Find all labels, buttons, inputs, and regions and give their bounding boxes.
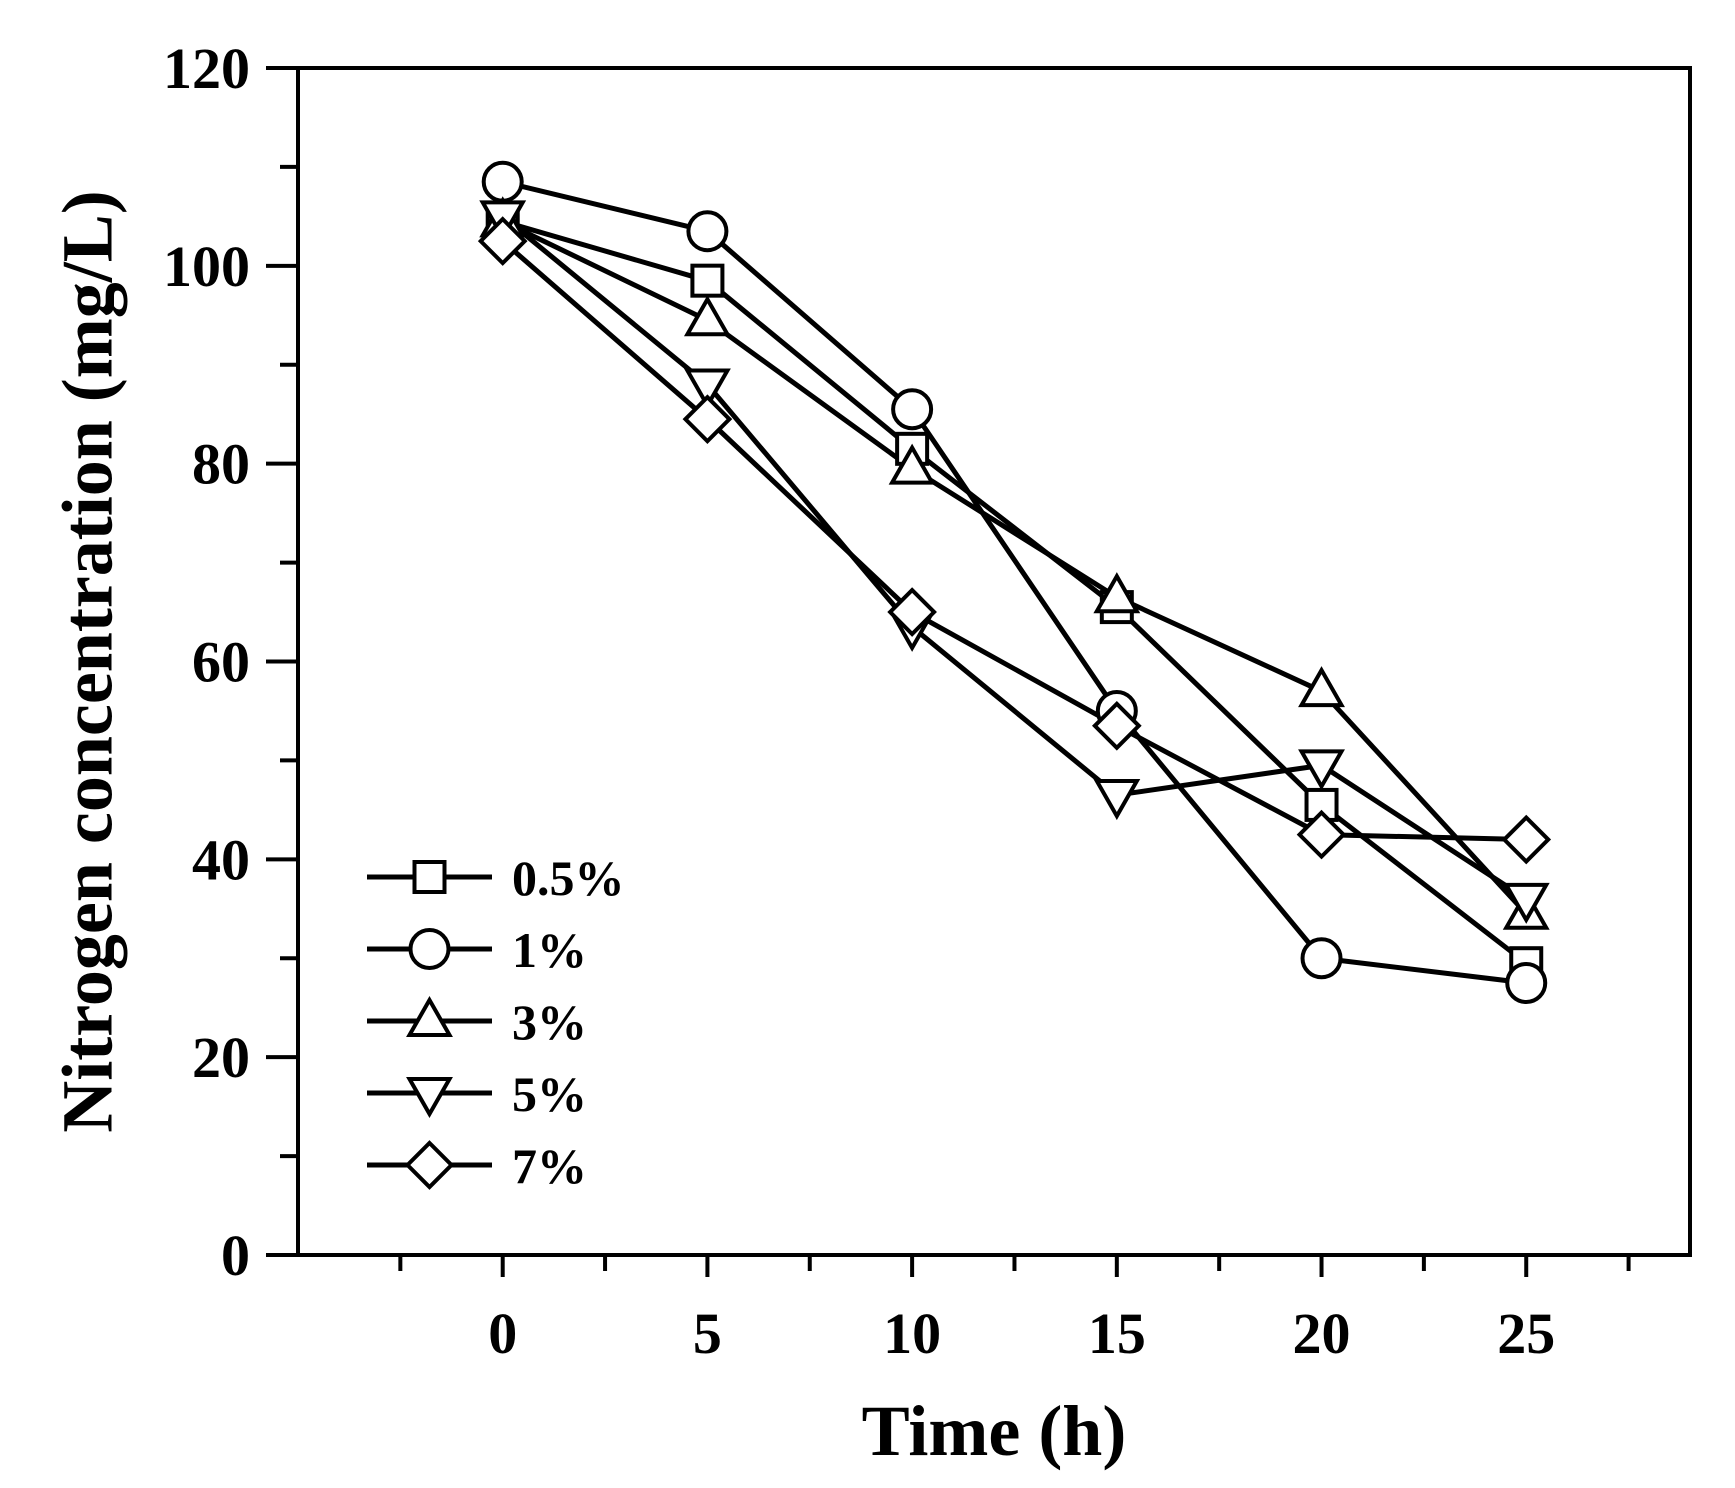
data-point-triangle-up: [683, 295, 731, 337]
y-tick-label: 60: [192, 630, 250, 695]
legend-marker-triangle-up: [406, 995, 453, 1037]
data-point-triangle-down: [683, 368, 731, 410]
y-tick-label: 20: [192, 1025, 250, 1090]
legend-label: 0.5%: [512, 850, 625, 906]
data-point-circle: [686, 210, 729, 253]
y-tick-label: 100: [163, 234, 250, 299]
data-point-triangle-down: [1502, 882, 1550, 924]
data-point-diamond: [682, 394, 733, 444]
y-axis-title: Nitrogen concentration (mg/L): [48, 190, 128, 1133]
x-tick-label: 15: [1088, 1301, 1146, 1366]
axis-ticks: 0 20 40 60 80 100 120 0 5 10 15 20 25: [163, 36, 1631, 1366]
data-point-diamond: [1091, 700, 1142, 751]
x-tick-label: 0: [488, 1301, 517, 1366]
x-tick-label: 10: [883, 1301, 941, 1366]
data-point-diamond: [1501, 814, 1552, 865]
data-point-circle: [1505, 961, 1548, 1004]
data-point-triangle-down: [1093, 779, 1141, 821]
legend-label: 1%: [512, 922, 587, 978]
y-tick-label: 80: [192, 432, 250, 497]
y-tick-label: 120: [163, 36, 250, 101]
data-point-triangle-down: [1298, 749, 1345, 791]
series-line-triangle-down: [501, 214, 1528, 901]
data-point-diamond: [887, 587, 937, 637]
data-point-diamond: [477, 216, 528, 266]
data-point-circle: [1300, 937, 1343, 980]
legend-marker-diamond: [404, 1140, 455, 1190]
data-point-circle: [481, 160, 524, 203]
x-tick-label: 25: [1497, 1301, 1555, 1366]
series-line-circle: [502, 179, 1527, 986]
series-lines: [501, 179, 1529, 986]
legend: 0.5% 1% 3% 5% 7%: [367, 850, 625, 1194]
x-axis-title: Time (h): [862, 1391, 1127, 1471]
legend-label: 5%: [512, 1066, 587, 1122]
series-markers: [477, 160, 1552, 1004]
data-point-square: [690, 263, 725, 298]
legend-marker-circle: [408, 928, 451, 970]
data-point-triangle-up: [1298, 666, 1345, 708]
series-line-diamond: [501, 239, 1527, 843]
data-point-triangle-up: [888, 443, 936, 485]
x-tick-label: 20: [1293, 1301, 1351, 1366]
data-point-triangle-up: [1093, 572, 1141, 614]
data-point-circle: [891, 388, 934, 431]
data-point-diamond: [1296, 809, 1347, 860]
legend-marker-triangle-down: [406, 1077, 453, 1119]
legend-label: 7%: [512, 1138, 587, 1194]
y-tick-label: 0: [221, 1223, 250, 1288]
legend-label: 3%: [512, 994, 587, 1050]
y-tick-label: 40: [192, 827, 250, 892]
series-line-triangle-up: [501, 219, 1529, 916]
legend-marker-square: [412, 860, 447, 894]
series-line-square: [502, 218, 1528, 966]
x-tick-label: 5: [693, 1301, 722, 1366]
